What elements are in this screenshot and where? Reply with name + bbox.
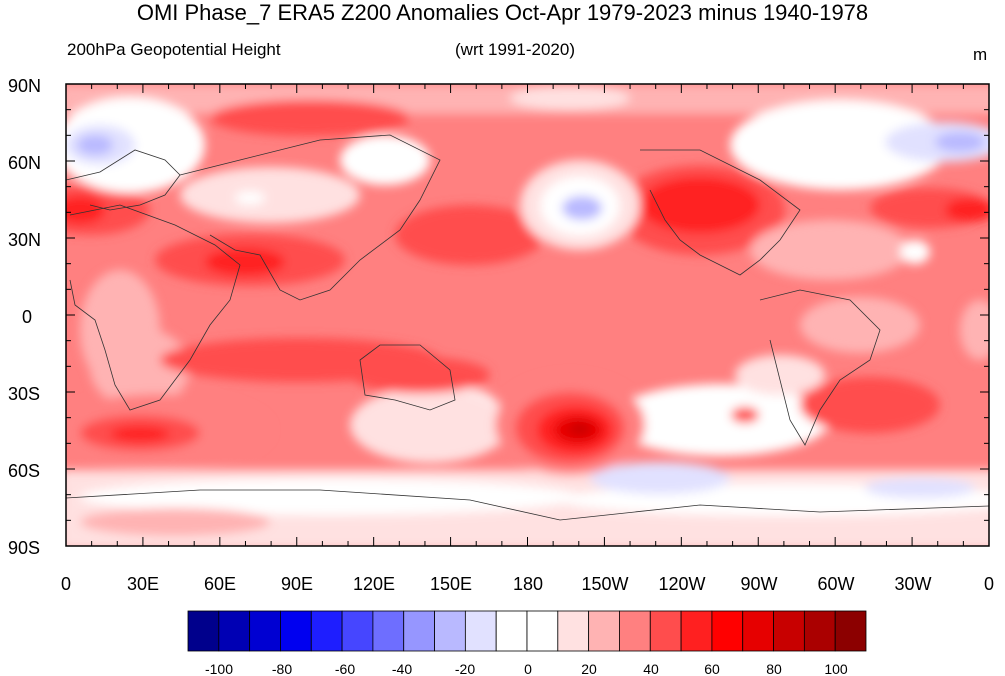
lon-label: 120E (353, 574, 395, 594)
colorbar-swatch (711, 610, 744, 652)
lon-label: 120W (658, 574, 705, 594)
colorbar-swatch (680, 610, 713, 652)
axis-ticks (65, 83, 990, 547)
colorbar-label: -20 (455, 661, 475, 676)
australia-coastline (359, 344, 456, 411)
reference-period-subtitle: (wrt 1991-2020) (455, 40, 576, 59)
lon-label: 30E (127, 574, 159, 594)
colorbar-swatch (403, 610, 435, 652)
colorbar-swatch (310, 610, 343, 652)
colorbar-label: -40 (392, 661, 412, 676)
lat-label: 90S (8, 538, 40, 558)
lon-label: 30W (894, 574, 931, 594)
colorbar-swatch (588, 610, 620, 652)
colorbar-swatch (526, 610, 559, 652)
lon-label: 0 (984, 574, 994, 594)
colorbar-swatch (495, 610, 528, 652)
colorbar-swatch (557, 610, 590, 652)
colorbar-label: 40 (643, 661, 659, 676)
north-america-coastline (640, 149, 801, 276)
colorbar-swatch (834, 610, 867, 652)
colorbar-swatch (218, 610, 251, 652)
lon-label: 180 (513, 574, 543, 594)
colorbar-label: 60 (704, 661, 720, 676)
coastlines (66, 134, 989, 521)
colorbar-label: 80 (766, 661, 782, 676)
asia-coastline (179, 134, 441, 301)
colorbar-swatch (249, 610, 281, 652)
africa-coastline (69, 204, 241, 411)
colorbar-label: 100 (824, 661, 848, 676)
colorbar-label: 20 (581, 661, 597, 676)
lat-label: 0 (22, 307, 32, 327)
lat-label: 60S (8, 461, 40, 481)
colorbar-label: -60 (335, 661, 355, 676)
lat-label: 30N (8, 230, 41, 250)
lon-label: 150E (430, 574, 472, 594)
colorbar-swatch (341, 610, 374, 652)
colorbar-label: 0 (524, 661, 532, 676)
south-america-coastline (759, 289, 881, 446)
colorbar-swatch (619, 610, 651, 652)
latitude-labels: 90N 60N 30N 0 30S 60S 90S (8, 76, 41, 558)
colorbar-swatch (649, 610, 682, 652)
colorbar-swatch (803, 610, 836, 652)
colorbar-label: -100 (205, 661, 233, 676)
colorbar-swatch (372, 610, 405, 652)
lat-label: 30S (8, 384, 40, 404)
lon-label: 60E (204, 574, 236, 594)
shaded-anomaly-field (66, 84, 989, 546)
lon-label: 150W (581, 574, 628, 594)
lat-label: 90N (8, 76, 41, 96)
colorbar (187, 610, 867, 652)
variable-subtitle: 200hPa Geopotential Height (67, 40, 281, 59)
chart-title: OMI Phase_7 ERA5 Z200 Anomalies Oct-Apr … (136, 0, 869, 25)
antarctica-coastline (66, 489, 989, 521)
lat-label: 60N (8, 153, 41, 173)
colorbar-labels: -100 -80 -60 -40 -20 0 20 40 60 80 100 (205, 661, 848, 676)
colorbar-swatch (464, 610, 497, 652)
lon-label: 60W (817, 574, 854, 594)
colorbar-swatch (773, 610, 805, 652)
colorbar-swatch (742, 610, 774, 652)
colorbar-label: -80 (272, 661, 292, 676)
colorbar-swatch (187, 610, 220, 652)
colorbar-swatch (280, 610, 312, 652)
units-label: m (973, 45, 988, 64)
lon-label: 90E (281, 574, 313, 594)
lon-label: 0 (61, 574, 71, 594)
lon-label: 90W (740, 574, 777, 594)
longitude-labels: 0 30E 60E 90E 120E 150E 180 150W 120W 90… (61, 574, 994, 594)
colorbar-swatch (434, 610, 466, 652)
